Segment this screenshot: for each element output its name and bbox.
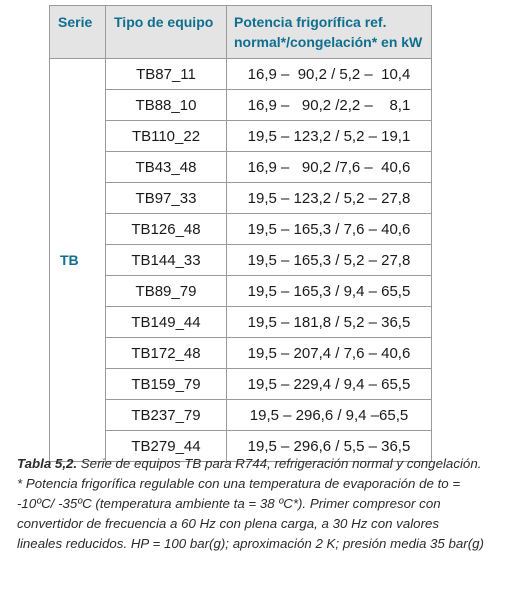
tipo-cell: TB110_22 [105, 120, 227, 152]
potencia-cell: 19,5 – 229,4 / 9,4 – 65,5 [226, 368, 432, 400]
tipo-cell: TB159_79 [105, 368, 227, 400]
potencia-cell: 19,5 – 165,3 / 5,2 – 27,8 [226, 244, 432, 276]
equipment-table: Serie Tipo de equipo Potencia frigorífic… [49, 5, 432, 462]
header-potencia: Potencia frigorífica ref. normal*/congel… [226, 5, 432, 59]
table-row: TB TB87_11 16,9 – 90,2 / 5,2 – 10,4 [49, 58, 432, 462]
table-row: TB172_48 19,5 – 207,4 / 7,6 – 40,6 [50, 337, 432, 369]
tipo-cell: TB89_79 [105, 275, 227, 307]
potencia-cell: 19,5 – 165,3 / 9,4 – 65,5 [226, 275, 432, 307]
table-row: TB110_22 19,5 – 123,2 / 5,2 – 19,1 [50, 120, 432, 152]
table-row: TB237_79 19,5 – 296,6 / 9,4 –65,5 [50, 399, 432, 431]
potencia-cell: 16,9 – 90,2 /7,6 – 40,6 [226, 151, 432, 183]
potencia-cell: 19,5 – 296,6 / 9,4 –65,5 [226, 399, 432, 431]
tipo-cell: TB97_33 [105, 182, 227, 214]
tipo-cell: TB144_33 [105, 244, 227, 276]
caption-text: Serie de equipos TB para R744, refrigera… [17, 456, 484, 551]
header-tipo: Tipo de equipo [105, 5, 227, 59]
potencia-cell: 19,5 – 296,6 / 5,5 – 36,5 [226, 430, 432, 462]
tipo-cell: TB88_10 [105, 89, 227, 121]
tipo-cell: TB126_48 [105, 213, 227, 245]
potencia-cell: 16,9 – 90,2 / 5,2 – 10,4 [226, 58, 432, 90]
table-row: TB89_79 19,5 – 165,3 / 9,4 – 65,5 [50, 275, 432, 307]
table-row: TB97_33 19,5 – 123,2 / 5,2 – 27,8 [50, 182, 432, 214]
table-header-row: Serie Tipo de equipo Potencia frigorífic… [49, 5, 432, 59]
potencia-cell: 16,9 – 90,2 /2,2 – 8,1 [226, 89, 432, 121]
potencia-cell: 19,5 – 165,3 / 7,6 – 40,6 [226, 213, 432, 245]
tipo-cell: TB279_44 [105, 430, 227, 462]
table-row: TB144_33 19,5 – 165,3 / 5,2 – 27,8 [50, 244, 432, 276]
potencia-cell: 19,5 – 207,4 / 7,6 – 40,6 [226, 337, 432, 369]
table-caption: Tabla 5,2. Serie de equipos TB para R744… [17, 454, 487, 554]
potencia-cell: 19,5 – 181,8 / 5,2 – 36,5 [226, 306, 432, 338]
table-row: TB88_10 16,9 – 90,2 /2,2 – 8,1 [50, 89, 432, 121]
potencia-cell: 19,5 – 123,2 / 5,2 – 19,1 [226, 120, 432, 152]
table-row: TB149_44 19,5 – 181,8 / 5,2 – 36,5 [50, 306, 432, 338]
potencia-cell: 19,5 – 123,2 / 5,2 – 27,8 [226, 182, 432, 214]
table-row: TB126_48 19,5 – 165,3 / 7,6 – 40,6 [50, 213, 432, 245]
serie-cell: TB [49, 58, 106, 462]
table-row: TB43_48 16,9 – 90,2 /7,6 – 40,6 [50, 151, 432, 183]
tipo-cell: TB43_48 [105, 151, 227, 183]
tipo-cell: TB149_44 [105, 306, 227, 338]
tipo-cell: TB87_11 [105, 58, 227, 90]
table-row: TB279_44 19,5 – 296,6 / 5,5 – 36,5 [50, 430, 432, 462]
tipo-cell: TB237_79 [105, 399, 227, 431]
tipo-cell: TB172_48 [105, 337, 227, 369]
header-serie: Serie [49, 5, 106, 59]
caption-label: Tabla 5,2. [17, 456, 78, 471]
table-row: TB159_79 19,5 – 229,4 / 9,4 – 65,5 [50, 368, 432, 400]
